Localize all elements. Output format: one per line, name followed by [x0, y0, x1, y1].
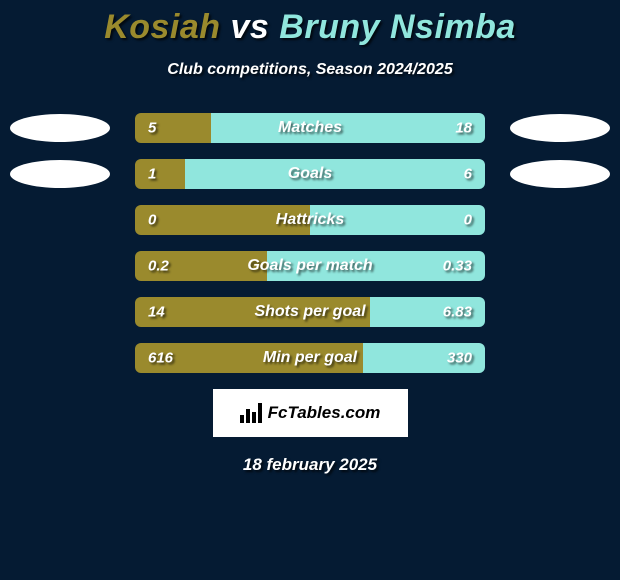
stat-row: 5 18 Matches — [0, 113, 620, 143]
player1-avatar — [10, 160, 110, 188]
stat-row: 1 6 Goals — [0, 159, 620, 189]
subtitle: Club competitions, Season 2024/2025 — [0, 61, 620, 79]
stat-value-right: 6.83 — [443, 304, 472, 321]
stat-value-left: 0 — [148, 212, 156, 229]
page-title: Kosiah vs Bruny Nsimba — [0, 8, 620, 47]
stat-value-right: 6 — [464, 166, 472, 183]
stat-row: 14 6.83 Shots per goal — [0, 297, 620, 327]
bar-right — [211, 113, 485, 143]
stat-label: Goals per match — [247, 257, 372, 275]
bar-right — [185, 159, 485, 189]
stat-value-left: 616 — [148, 350, 173, 367]
player2-avatar — [510, 114, 610, 142]
branding-badge: FcTables.com — [213, 389, 408, 437]
stat-label: Hattricks — [276, 211, 344, 229]
bar-chart-icon — [240, 403, 262, 423]
stat-row: 0 0 Hattricks — [0, 205, 620, 235]
comparison-chart: 5 18 Matches 1 6 Goals 0 0 Hattricks 0.2 0.33 Goals… — [0, 113, 620, 373]
comparison-panel: Kosiah vs Bruny Nsimba Club competitions… — [0, 0, 620, 580]
title-player1: Kosiah — [104, 8, 220, 46]
stat-value-left: 1 — [148, 166, 156, 183]
stat-label: Min per goal — [263, 349, 357, 367]
stat-label: Matches — [278, 119, 342, 137]
player2-avatar — [510, 160, 610, 188]
branding-text: FcTables.com — [268, 403, 381, 423]
stat-value-right: 18 — [455, 120, 472, 137]
title-vs: vs — [231, 8, 270, 46]
stat-row: 616 330 Min per goal — [0, 343, 620, 373]
title-player2: Bruny Nsimba — [279, 8, 516, 46]
date-label: 18 february 2025 — [0, 455, 620, 475]
stat-row: 0.2 0.33 Goals per match — [0, 251, 620, 281]
stat-value-right: 0 — [464, 212, 472, 229]
stat-value-left: 0.2 — [148, 258, 169, 275]
bar-left — [135, 113, 211, 143]
player1-avatar — [10, 114, 110, 142]
stat-value-right: 0.33 — [443, 258, 472, 275]
stat-value-right: 330 — [447, 350, 472, 367]
stat-value-left: 14 — [148, 304, 165, 321]
stat-label: Shots per goal — [254, 303, 365, 321]
stat-value-left: 5 — [148, 120, 156, 137]
stat-label: Goals — [288, 165, 332, 183]
bar-left — [135, 159, 185, 189]
